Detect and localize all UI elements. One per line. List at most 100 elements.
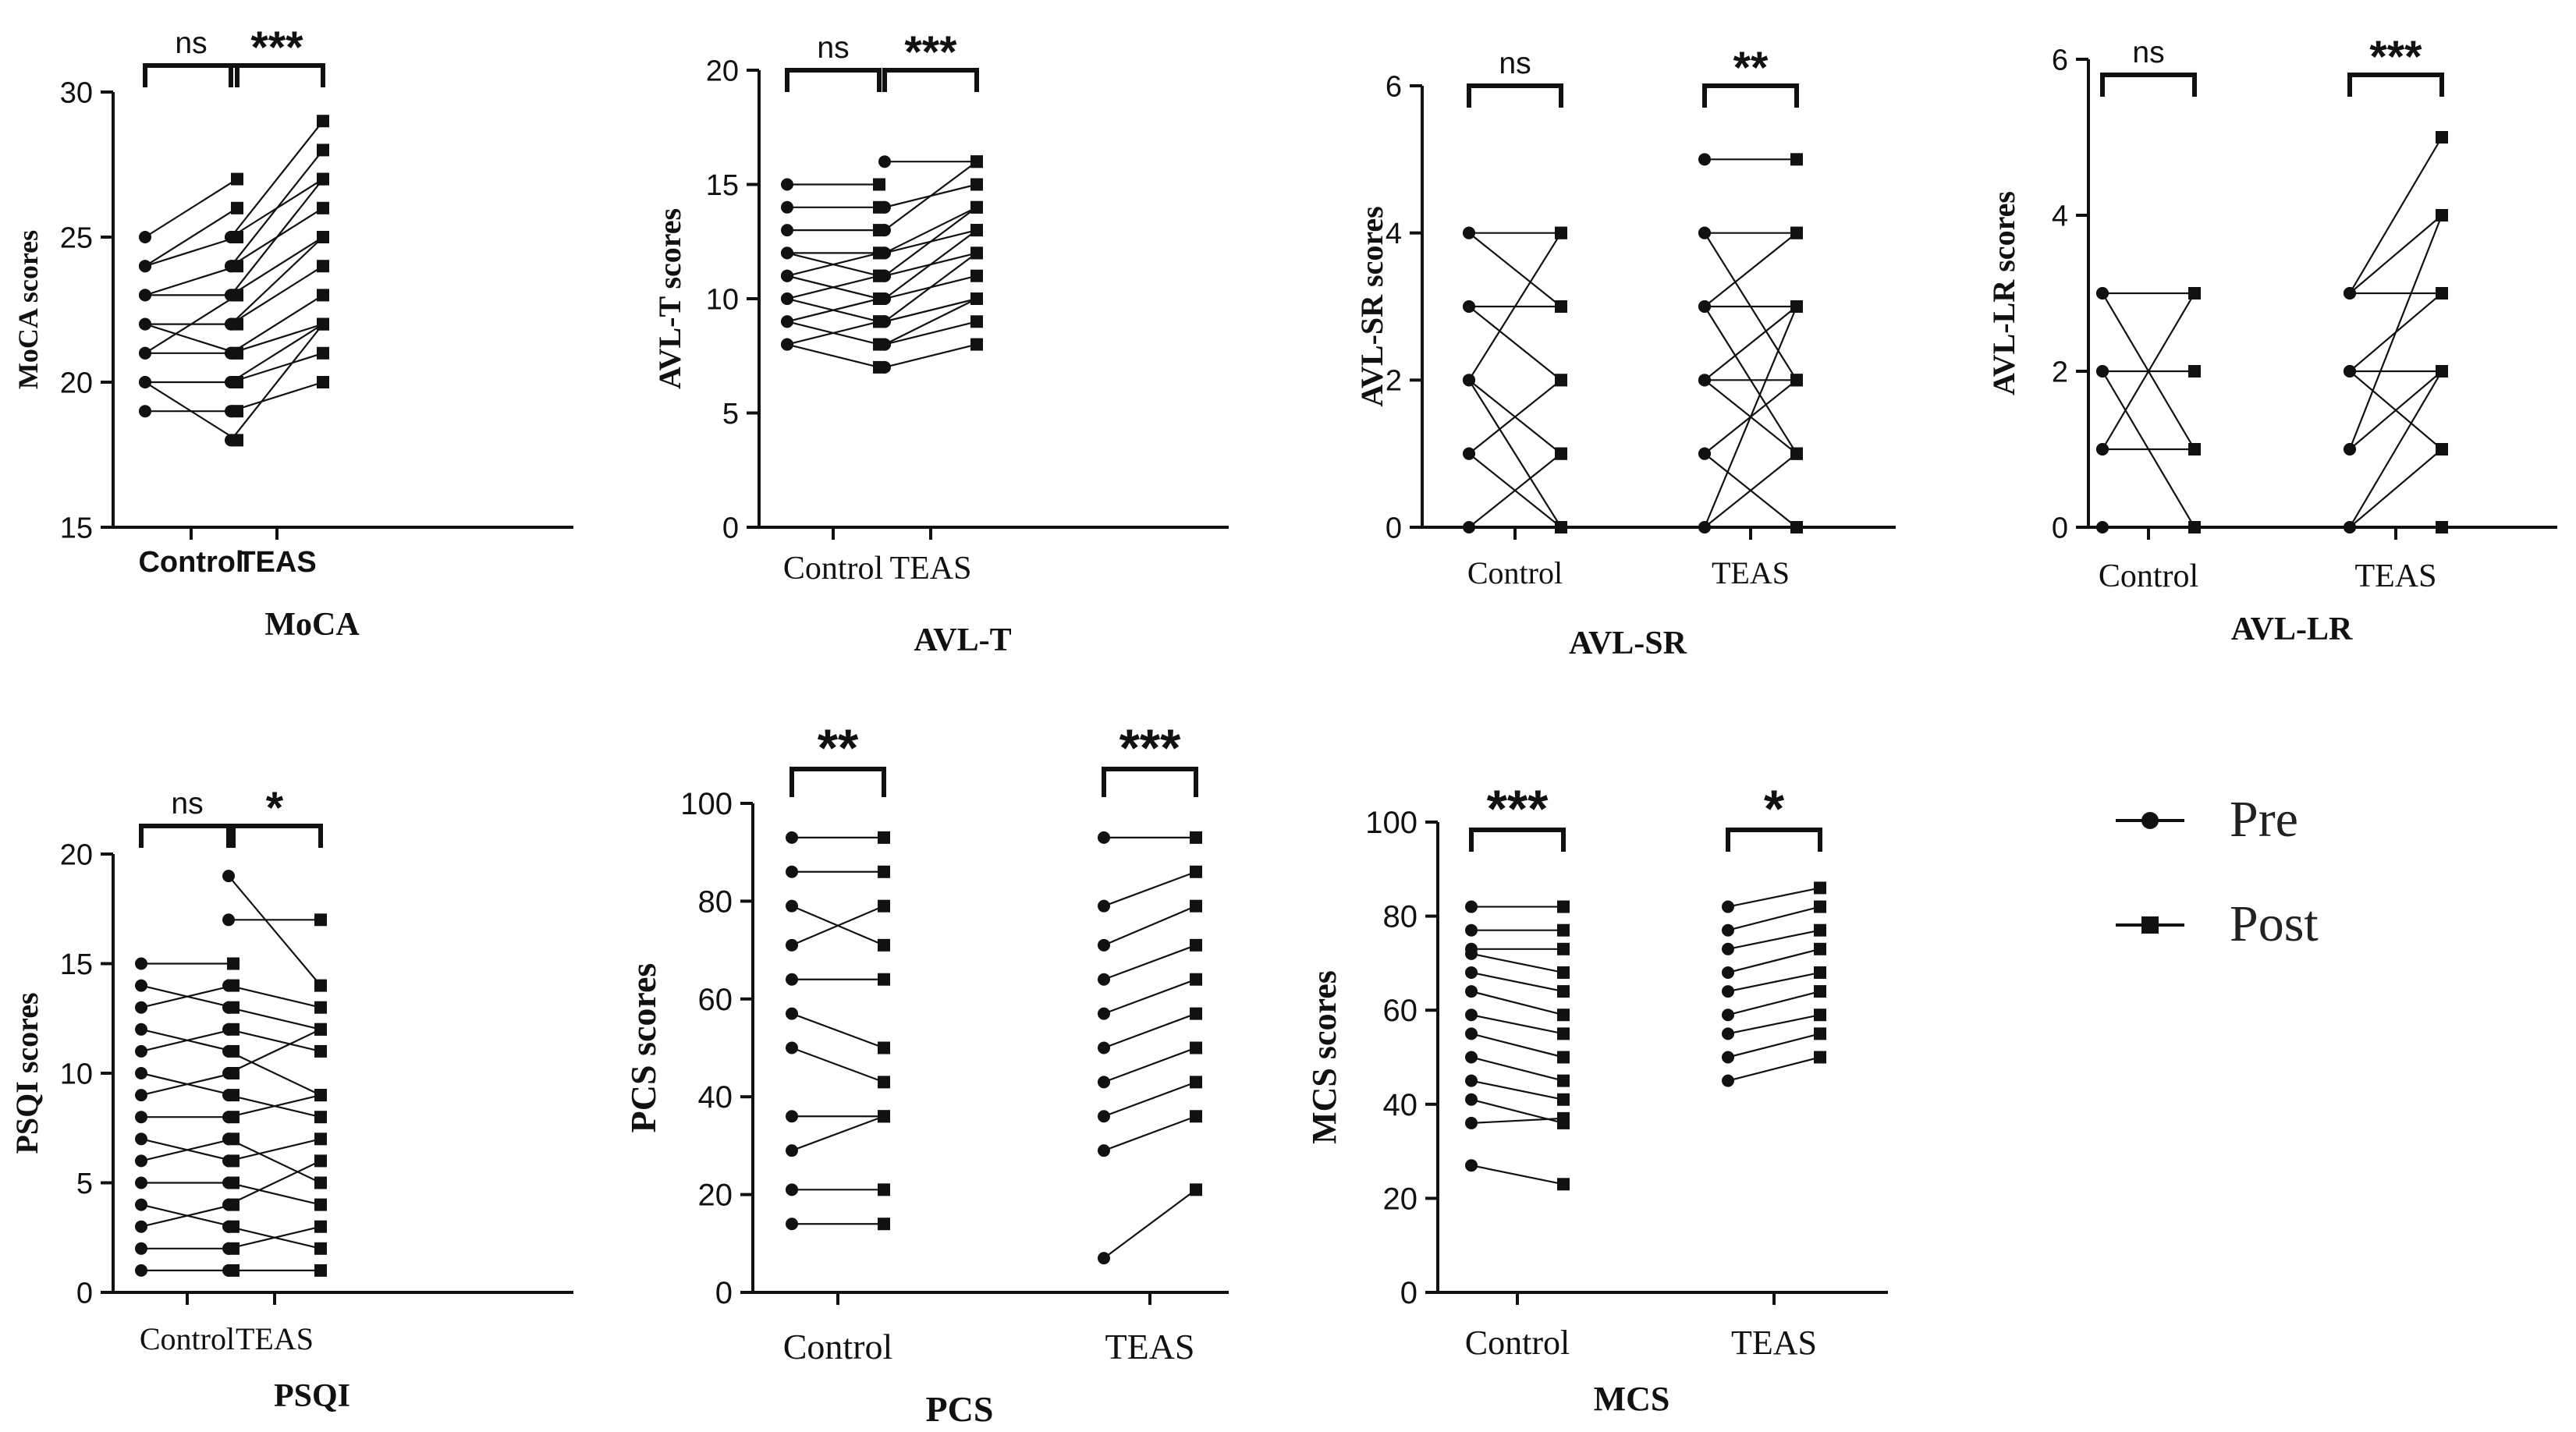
post-point — [1190, 1007, 1202, 1020]
pair-line — [1103, 1189, 1197, 1259]
post-point — [1557, 1093, 1570, 1106]
pre-point — [878, 292, 891, 305]
legend-pre-label: Pre — [2230, 791, 2298, 848]
pre-point — [222, 1089, 235, 1102]
post-point — [1190, 831, 1202, 844]
post-point — [970, 338, 983, 351]
pair-line — [1727, 971, 1821, 993]
pair-line — [1103, 1115, 1197, 1152]
pre-point — [1098, 899, 1110, 913]
post-point — [1790, 447, 1803, 460]
post-point — [317, 260, 329, 273]
post-point — [1790, 226, 1803, 239]
pre-point — [878, 338, 891, 351]
y-tick-label: 40 — [698, 1080, 733, 1115]
pre-point — [1465, 1051, 1478, 1064]
pair-line — [144, 178, 238, 238]
post-point — [878, 938, 890, 952]
pre-point — [139, 346, 151, 360]
significance-bracket — [1702, 83, 1799, 108]
y-tick-label: 20 — [1383, 1182, 1418, 1216]
panel-moca: 15 20 25 30 MoCA scores MoCA Control ns TEAS *** — [12, 23, 573, 643]
pre-point — [1698, 374, 1711, 387]
pair-line — [1471, 1056, 1564, 1082]
pair-line — [1727, 929, 1821, 950]
pair-line — [1471, 1164, 1564, 1186]
significance-bracket — [143, 63, 240, 87]
pre-point — [1722, 966, 1734, 979]
pre-point — [1465, 1008, 1478, 1022]
post-point — [1814, 900, 1826, 913]
post-point — [878, 1041, 890, 1055]
pair-line — [228, 1006, 321, 1030]
post-point — [1557, 966, 1570, 979]
post-point — [1557, 1051, 1570, 1064]
post-point — [314, 1220, 327, 1233]
pre-point — [135, 1132, 147, 1146]
pair-line — [230, 178, 324, 296]
y-tick-label: 0 — [715, 1276, 733, 1310]
significance-bracket — [2347, 73, 2444, 97]
post-point — [1814, 1051, 1826, 1064]
pre-point — [222, 870, 235, 883]
post-point — [970, 200, 983, 214]
post-point — [1190, 1041, 1202, 1055]
pair-line — [230, 294, 324, 354]
pair-line — [230, 120, 324, 238]
y-tick-label: 15 — [60, 512, 93, 544]
x-category-label: TEAS — [1731, 1324, 1817, 1362]
x-category-label: TEAS — [1712, 555, 1790, 590]
pair-line — [884, 206, 978, 254]
pre-point — [139, 260, 151, 273]
pair-line — [1471, 952, 1564, 974]
pre-point — [139, 376, 151, 388]
pair-line — [228, 1160, 321, 1206]
y-tick-label: 20 — [698, 1179, 733, 1213]
pair-line — [1103, 1012, 1197, 1049]
x-category-label: Control — [1467, 555, 1563, 590]
post-point — [317, 172, 329, 186]
pair-line — [1704, 232, 1797, 307]
panel-avlsr: 0 2 4 6 AVL-SR scores AVL-SR Control ns TEAS ** — [1354, 43, 1896, 661]
legend-post-marker — [2141, 916, 2159, 934]
pre-point — [225, 434, 237, 447]
y-axis-label: MCS scores — [1305, 970, 1343, 1144]
post-point — [1557, 985, 1570, 998]
y-tick-label: 20 — [60, 367, 93, 399]
pre-point — [222, 913, 235, 927]
pre-point — [1465, 1116, 1478, 1129]
post-point — [1814, 923, 1826, 937]
pre-point — [1465, 1159, 1478, 1172]
pair-line — [1468, 379, 1562, 455]
post-point — [1814, 881, 1826, 895]
post-point — [1190, 865, 1202, 878]
pair-line — [1468, 306, 1562, 381]
pair-line — [228, 875, 321, 987]
pre-point — [1098, 1252, 1110, 1265]
pre-point — [135, 1154, 147, 1168]
pair-line — [1727, 887, 1821, 908]
panel-title: PSQI — [274, 1378, 350, 1414]
pre-point — [139, 231, 151, 243]
post-point — [1190, 1110, 1202, 1123]
post-point — [970, 246, 983, 260]
significance-label: *** — [250, 23, 303, 73]
post-point — [1790, 300, 1803, 313]
post-point — [970, 315, 983, 328]
pair-line — [1727, 1056, 1821, 1082]
pair-line — [791, 1047, 885, 1083]
post-point — [2436, 365, 2448, 377]
pair-line — [1103, 1081, 1197, 1118]
pair-line — [230, 323, 324, 383]
y-tick-label: 20 — [60, 838, 93, 871]
pre-point — [1722, 1027, 1734, 1040]
pair-line — [228, 1138, 321, 1162]
pair-line — [1103, 870, 1197, 907]
pair-line — [786, 297, 880, 323]
pre-point — [1698, 226, 1711, 239]
post-point — [231, 201, 243, 214]
pair-line — [228, 1094, 321, 1118]
pair-line — [1471, 1117, 1564, 1125]
pre-point — [135, 1089, 147, 1102]
